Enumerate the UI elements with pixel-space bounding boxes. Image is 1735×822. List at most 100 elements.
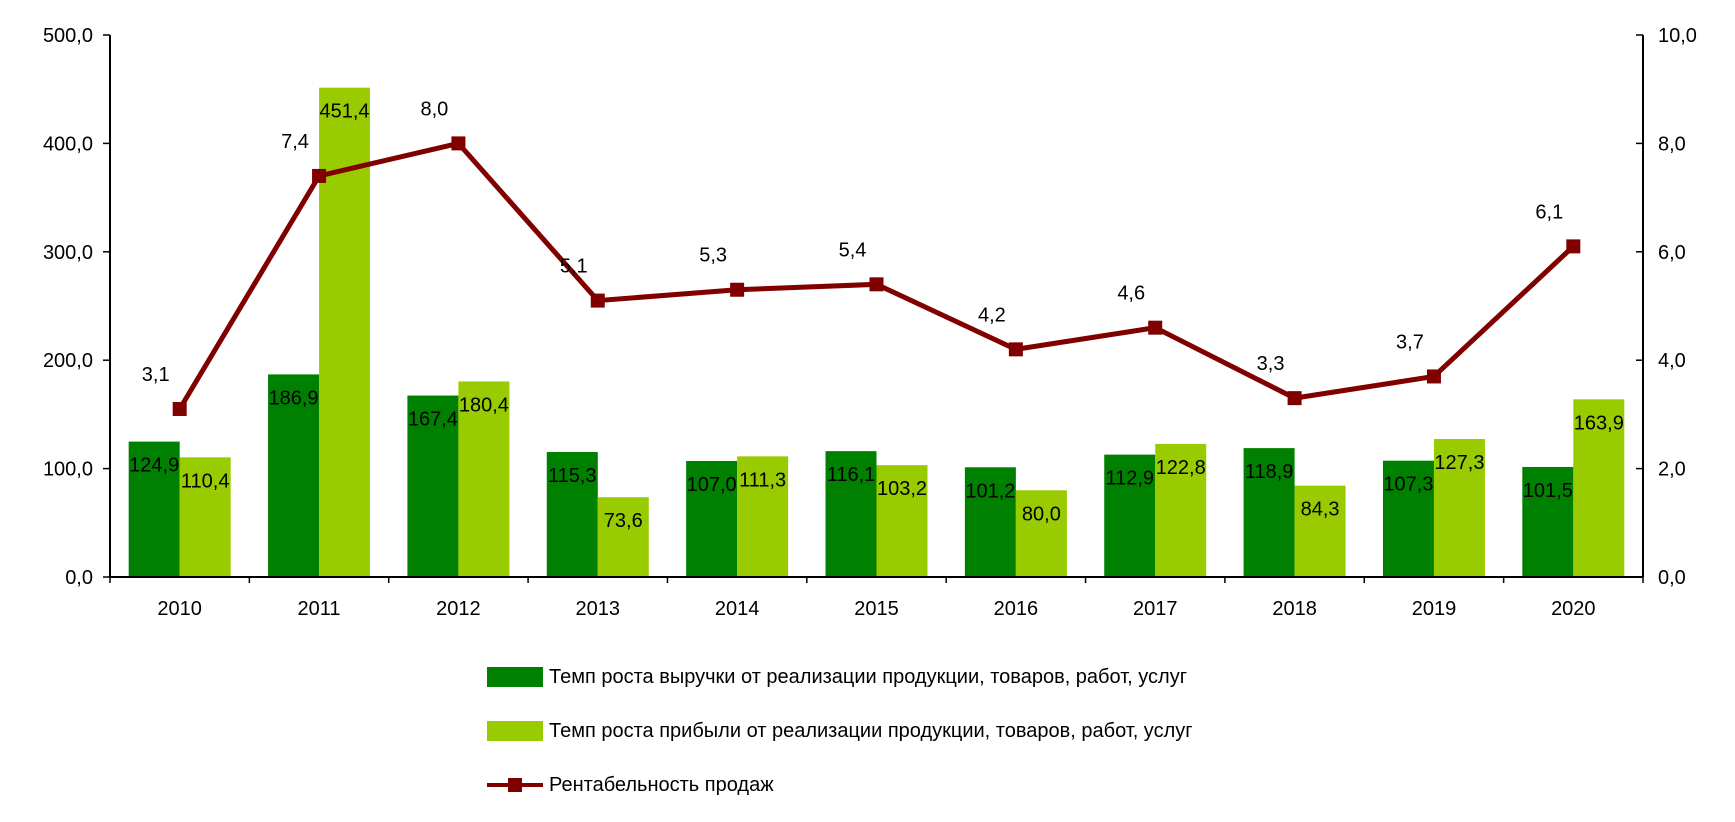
bar-data-label: 103,2: [877, 478, 927, 500]
bar-data-label: 101,2: [965, 480, 1015, 502]
bar-profit-2018: [1294, 485, 1346, 577]
bar-profit-2012: [458, 381, 510, 577]
x-tick-label: 2018: [1272, 598, 1317, 620]
bar-profit-2015: [876, 465, 928, 577]
y-right-tick-label: 10,0: [1658, 25, 1697, 47]
bar-data-label: 167,4: [408, 409, 458, 431]
bar-profit-2013: [597, 497, 649, 577]
bar-data-label: 163,9: [1574, 412, 1624, 434]
line-marker-2010: [172, 401, 187, 416]
bar-data-label: 73,6: [604, 510, 643, 532]
bar-revenue-2019: [1382, 460, 1434, 577]
bar-revenue-2017: [1104, 454, 1156, 577]
profitability-line: [177, 140, 1576, 411]
x-tick-label: 2015: [854, 598, 899, 620]
y-right-tick-label: 6,0: [1658, 242, 1686, 264]
bar-data-label: 180,4: [459, 394, 509, 416]
bar-profit-2020: [1573, 399, 1625, 577]
x-tick-label: 2013: [576, 598, 621, 620]
line-marker-2014: [730, 282, 745, 297]
y-right-tick-label: 8,0: [1658, 133, 1686, 155]
line-data-label: 3,3: [1257, 353, 1285, 375]
line-marker-2012: [451, 136, 466, 151]
line-marker-2016: [1008, 342, 1023, 357]
line-marker-2019: [1426, 369, 1441, 384]
bar-data-label: 112,9: [1105, 468, 1154, 490]
bar-data-label: 115,3: [548, 465, 597, 487]
bar-profit-2017: [1155, 443, 1207, 577]
line-data-label: 4,2: [978, 304, 1006, 326]
bar-data-label: 101,5: [1523, 480, 1573, 502]
x-tick-label: 2010: [157, 598, 202, 620]
bar-revenue-2012: [407, 395, 459, 577]
bar-profit-2016: [1015, 490, 1067, 577]
bar-profit-2019: [1433, 439, 1485, 577]
line-marker-2018: [1287, 391, 1302, 406]
line-marker-2020: [1566, 239, 1581, 254]
bar-data-label: 80,0: [1022, 503, 1061, 525]
legend-label-profit: Темп роста прибыли от реализации продукц…: [549, 719, 1193, 742]
bar-data-label: 127,3: [1434, 452, 1484, 474]
x-tick-label: 2020: [1551, 598, 1596, 620]
y-right-tick-label: 4,0: [1658, 350, 1686, 372]
line-marker-2013: [590, 293, 605, 308]
y-right-tick-label: 0,0: [1658, 567, 1686, 589]
line-data-label: 3,1: [142, 364, 170, 386]
bar-data-label: 451,4: [320, 101, 370, 123]
bar-revenue-2010: [128, 441, 180, 577]
line-data-label: 5,3: [699, 245, 727, 267]
bar-revenue-2011: [268, 374, 320, 577]
y-left-tick-label: 200,0: [43, 350, 93, 372]
line-data-label: 6,1: [1535, 201, 1563, 223]
legend-label-profitability: Рентабельность продаж: [549, 773, 774, 796]
line-marker-2015: [869, 277, 884, 292]
combo-chart: 0,0 100,0 200,0 300,0 400,0 500,0 0,0 2,0 4,0 6,0…: [43, 25, 1697, 620]
bar-data-label: 111,3: [739, 469, 786, 491]
line-marker-2017: [1148, 320, 1163, 335]
bar-profit-2011: [319, 87, 371, 577]
bar-revenue-2020: [1522, 466, 1574, 577]
bar-revenue-2016: [964, 467, 1016, 577]
bar-data-label: 118,9: [1245, 461, 1294, 483]
bar-data-label: 107,0: [687, 474, 737, 496]
legend-swatch-profit: [487, 721, 543, 741]
y-left-tick-label: 100,0: [43, 459, 93, 481]
bar-data-label: 124,9: [129, 455, 179, 477]
bar-profit-2010: [179, 457, 231, 577]
legend-label-revenue: Темп роста выручки от реализации продукц…: [549, 665, 1187, 688]
line-data-label: 7,4: [281, 131, 309, 153]
bar-revenue-2018: [1243, 448, 1295, 577]
bar-data-label: 116,1: [827, 464, 876, 486]
bar-data-label: 107,3: [1383, 474, 1433, 496]
legend-item-profit: Темп роста прибыли от реализации продукц…: [487, 704, 1193, 758]
bar-data-label: 186,9: [269, 387, 319, 409]
bar-data-label: 84,3: [1301, 499, 1340, 521]
legend-item-revenue: Темп роста выручки от реализации продукц…: [487, 650, 1193, 704]
bar-data-label: 122,8: [1156, 457, 1206, 479]
bar-data-label: 110,4: [181, 470, 230, 492]
x-tick-label: 2011: [298, 598, 341, 620]
bar-revenue-2015: [825, 451, 877, 577]
y-left-tick-label: 500,0: [43, 25, 93, 47]
x-tick-label: 2016: [994, 598, 1039, 620]
x-tick-label: 2017: [1133, 598, 1178, 620]
line-data-label: 5,4: [839, 239, 867, 261]
y-left-tick-label: 0,0: [65, 567, 93, 589]
legend-swatch-revenue: [487, 667, 543, 687]
line-data-label: 5,1: [560, 256, 588, 278]
bar-revenue-2013: [546, 452, 598, 577]
x-tick-label: 2014: [715, 598, 760, 620]
legend-item-profitability: Рентабельность продаж: [487, 758, 1193, 812]
bar-profit-2014: [737, 456, 789, 577]
x-tick-label: 2019: [1412, 598, 1457, 620]
line-data-label: 4,6: [1117, 283, 1145, 305]
line-marker-2011: [312, 168, 327, 183]
line-data-label: 8,0: [421, 98, 449, 120]
y-left-tick-label: 300,0: [43, 242, 93, 264]
bar-revenue-2014: [686, 461, 738, 577]
y-left-tick-label: 400,0: [43, 133, 93, 155]
x-tick-label: 2012: [436, 598, 481, 620]
legend: Темп роста выручки от реализации продукц…: [487, 650, 1193, 812]
legend-swatch-profitability: [487, 775, 543, 795]
line-data-label: 3,7: [1396, 331, 1424, 353]
